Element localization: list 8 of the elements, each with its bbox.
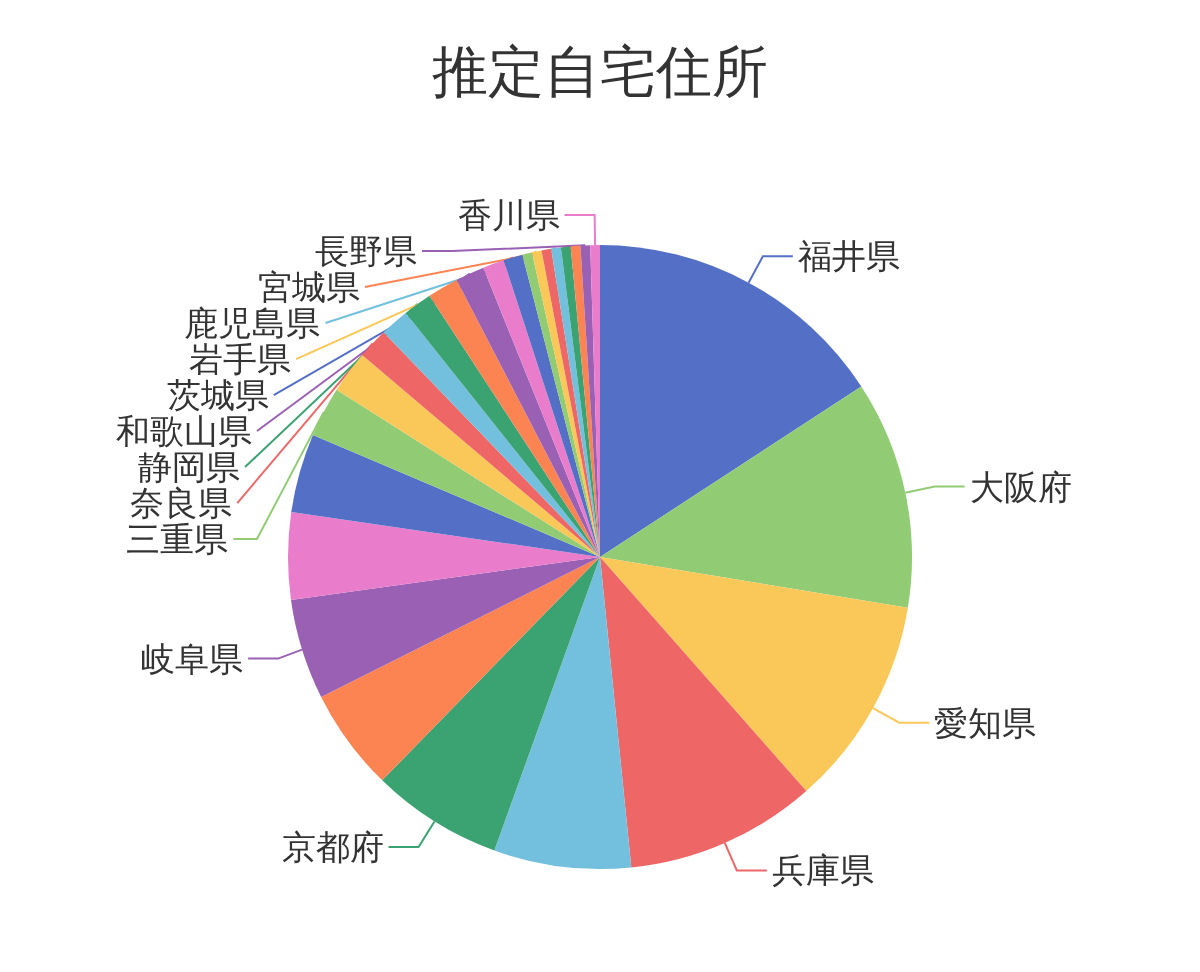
slice-label: 香川県 [457, 195, 560, 236]
slice-label: 大阪府 [969, 466, 1072, 507]
slice-label: 兵庫県 [771, 850, 874, 891]
slice-label: 岐阜県 [141, 638, 244, 679]
slice-label: 京都府 [281, 826, 384, 867]
slice-label: 福井県 [797, 236, 900, 277]
slice-label: 愛知県 [934, 702, 1037, 743]
chart-title: 推定自宅住所 [432, 38, 768, 104]
